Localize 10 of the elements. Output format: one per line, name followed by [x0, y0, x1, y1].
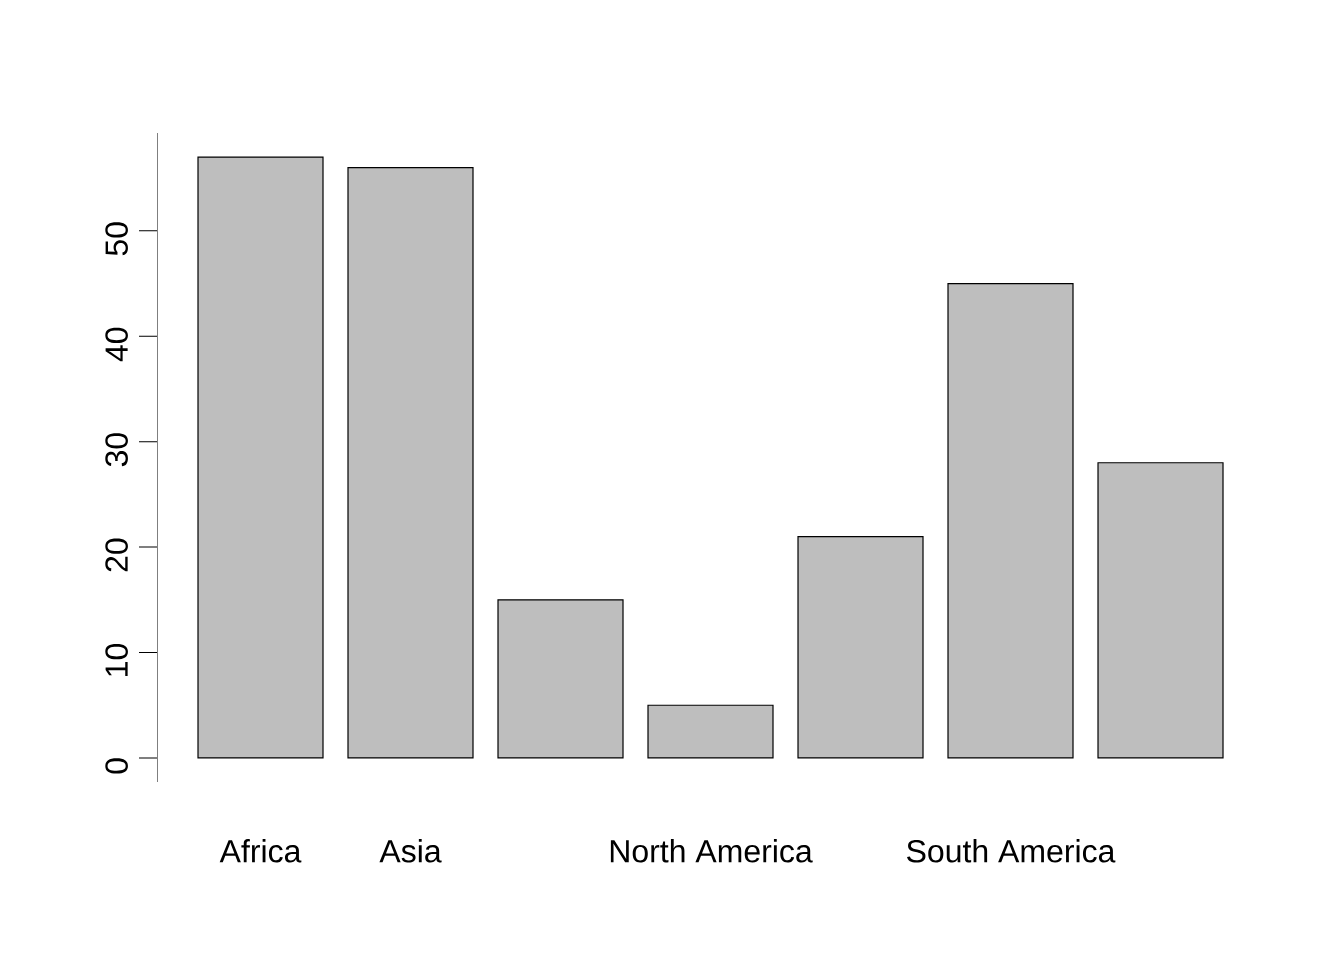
y-tick-label: 20: [105, 538, 128, 572]
y-tick-label: 10: [105, 644, 128, 676]
y-tick-label: 30: [105, 433, 128, 467]
x-tick-label: Africa: [219, 839, 302, 863]
y-tick-label: 40: [105, 327, 128, 362]
y-tick-label: 50: [105, 222, 128, 256]
x-tick-label: South America: [907, 839, 1116, 863]
x-tick-label: North America: [610, 839, 813, 863]
y-tick-label: 0: [105, 758, 128, 774]
x-tick-label: Asia: [379, 839, 442, 863]
